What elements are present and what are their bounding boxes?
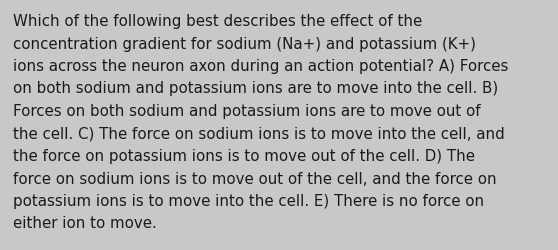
Text: concentration gradient for sodium (Na+) and potassium (K+): concentration gradient for sodium (Na+) … bbox=[13, 36, 476, 51]
Text: ions across the neuron axon during an action potential? A) Forces: ions across the neuron axon during an ac… bbox=[13, 59, 508, 74]
Text: the force on potassium ions is to move out of the cell. D) The: the force on potassium ions is to move o… bbox=[13, 148, 475, 163]
Text: on both sodium and potassium ions are to move into the cell. B): on both sodium and potassium ions are to… bbox=[13, 81, 498, 96]
Text: Forces on both sodium and potassium ions are to move out of: Forces on both sodium and potassium ions… bbox=[13, 104, 480, 118]
Text: force on sodium ions is to move out of the cell, and the force on: force on sodium ions is to move out of t… bbox=[13, 171, 497, 186]
Text: potassium ions is to move into the cell. E) There is no force on: potassium ions is to move into the cell.… bbox=[13, 193, 484, 208]
Text: the cell. C) The force on sodium ions is to move into the cell, and: the cell. C) The force on sodium ions is… bbox=[13, 126, 505, 141]
Text: Which of the following best describes the effect of the: Which of the following best describes th… bbox=[13, 14, 422, 29]
Text: either ion to move.: either ion to move. bbox=[13, 216, 157, 230]
